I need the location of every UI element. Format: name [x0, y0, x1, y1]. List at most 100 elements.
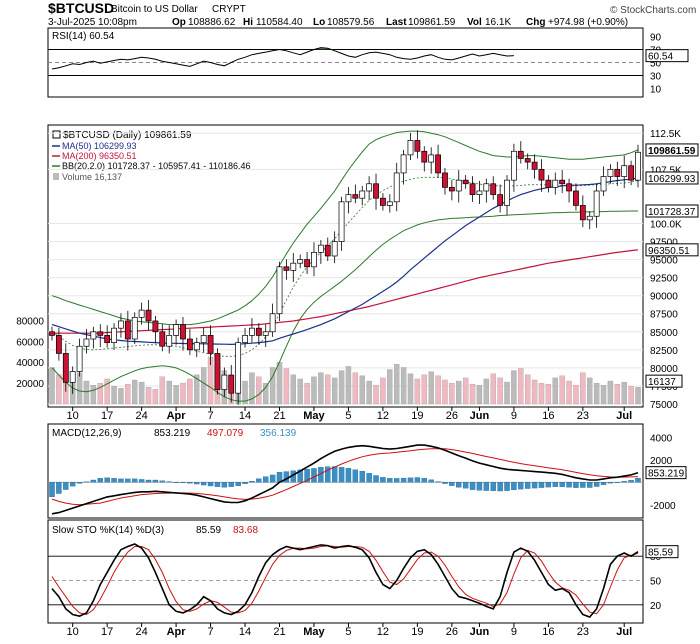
candle-body	[345, 194, 352, 203]
x-tick-label-bottom: 14	[239, 626, 251, 638]
macd-histogram-bar	[421, 478, 427, 483]
candle-body	[145, 309, 152, 322]
candle-body	[276, 266, 283, 315]
x-tick-label: Apr	[167, 410, 187, 422]
candle-body	[559, 179, 566, 185]
candle-body	[311, 252, 317, 268]
candle-body	[566, 183, 572, 192]
volume-bar	[297, 378, 303, 405]
bb-lower-last-label: 101728.37	[648, 207, 696, 218]
candle-body	[69, 371, 76, 383]
candle-body	[83, 338, 90, 347]
volume-bar	[614, 384, 621, 405]
candle-body	[448, 187, 455, 192]
header-op-label: Op	[172, 17, 186, 28]
ma200-line	[52, 249, 639, 334]
macd-histogram-bar	[545, 482, 552, 488]
volume-bar	[421, 374, 427, 405]
macd-histogram-bar	[552, 482, 558, 487]
macd-histogram-bar	[221, 482, 228, 488]
candle-body	[600, 176, 607, 192]
x-tick-label-bottom: 26	[446, 626, 458, 638]
macd-histogram-bar	[256, 478, 262, 483]
ma50-last-label-box	[645, 171, 699, 185]
sto-title: Slow STO %K(14) %D(3)	[52, 525, 164, 536]
x-tick-label: 14	[239, 410, 251, 422]
x-tick-label: 10	[67, 410, 79, 422]
x-tick-label: 12	[377, 410, 389, 422]
macd-histogram-bar	[180, 482, 186, 483]
volume-bar	[318, 372, 324, 405]
header-datetime: 3-Jul-2025 10:08pm	[48, 17, 137, 28]
volume-bar	[511, 370, 517, 405]
x-tick-label-bottom: May	[303, 626, 325, 638]
ma200-last-label: 96350.51	[648, 246, 690, 257]
x-tick-label: Jun	[470, 410, 490, 422]
price-legend: $BTCUSD (Daily) 109861.59 MA(50) 106299.…	[52, 130, 250, 182]
sto-y-tick: 50	[650, 577, 662, 588]
price-y-tick: 112.5K	[650, 129, 681, 140]
rsi-y-tick: 50	[650, 59, 662, 70]
x-tick-label-bottom: 10	[67, 626, 79, 638]
watermark: © StockCharts.com	[610, 5, 696, 16]
x-tick-label: 5	[345, 410, 351, 422]
macd-histogram-bar	[483, 482, 490, 491]
candle-body	[545, 179, 552, 188]
rsi-line	[51, 47, 514, 70]
volume-bar	[145, 387, 152, 405]
macd-histogram-bar	[462, 482, 469, 489]
volume-bar	[593, 382, 600, 405]
macd-histogram-bar	[269, 474, 276, 483]
symbol-title: $BTCUSD	[48, 0, 114, 16]
volume-bar	[483, 378, 490, 405]
macd-histogram-bar	[311, 468, 317, 483]
candle-body	[214, 353, 221, 390]
candle-body	[407, 140, 414, 156]
x-tick-label: 24	[135, 410, 147, 422]
volume-bar	[566, 380, 572, 405]
volume-bar	[173, 385, 179, 405]
volume-bar	[187, 378, 193, 405]
candle-body	[283, 266, 290, 271]
candle-body	[366, 183, 373, 192]
macd-histogram-bar	[200, 482, 207, 486]
volume-bar	[428, 371, 434, 405]
sto-k-line	[51, 543, 639, 618]
header-hi-value: 110584.40	[256, 17, 303, 28]
candle-body	[49, 331, 55, 336]
volume-bar	[449, 382, 455, 405]
macd-histogram-bar	[56, 482, 62, 494]
macd-histogram-bar	[263, 476, 269, 483]
volume-bar	[325, 374, 331, 405]
volume-bar	[407, 373, 414, 405]
price-y-tick: 107.5K	[650, 165, 682, 176]
macd-histogram-bar	[511, 482, 517, 491]
volume-bar	[118, 388, 124, 405]
macd-histogram-bar	[297, 469, 303, 483]
bb-middle-line	[51, 176, 639, 357]
rsi-last-box	[645, 49, 689, 63]
candle-body	[359, 190, 366, 199]
x-tick-label-bottom: Jul	[616, 626, 632, 638]
volume-bar	[331, 377, 338, 405]
sto-y-tick: 20	[650, 601, 662, 612]
volume-bar	[104, 378, 110, 405]
volume-bar	[442, 379, 448, 405]
candle-body	[193, 342, 200, 351]
candle-body	[317, 244, 324, 253]
macd-legend: MACD(12,26,9) 853.219 497.079 356.139	[52, 428, 297, 439]
volume-bar	[387, 369, 393, 405]
macd-histogram-bar	[207, 482, 214, 487]
candle-body	[131, 317, 138, 340]
legend-volume-text: Volume 16,137	[62, 172, 122, 182]
candle-body	[159, 331, 166, 347]
volume-bar	[49, 367, 55, 405]
candle-body	[524, 158, 531, 163]
header-vol-value: 16.1K	[485, 17, 511, 28]
volume-bar	[435, 375, 441, 405]
volume-bar	[621, 381, 627, 405]
sto-k-value: 85.59	[196, 525, 221, 536]
candle-body	[200, 335, 207, 343]
volume-bar	[462, 377, 469, 405]
volume-bar	[304, 382, 310, 405]
